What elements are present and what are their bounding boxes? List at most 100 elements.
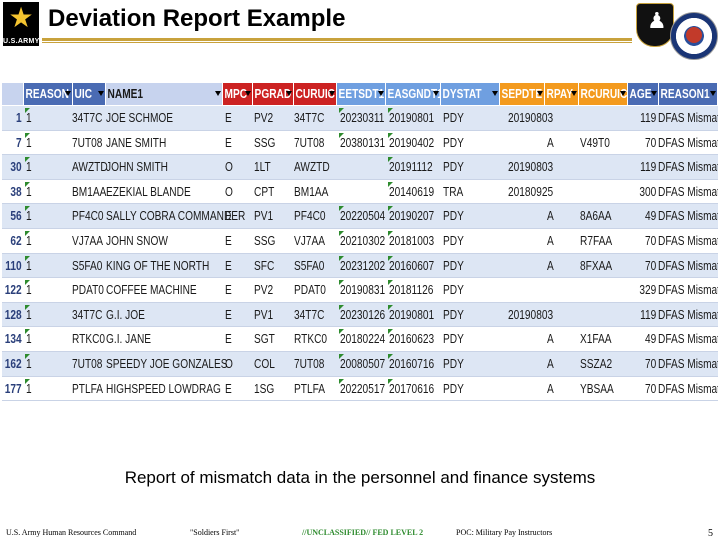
table-cell-name[interactable]: G.I. JANE: [106, 331, 152, 347]
table-cell-age[interactable]: 329: [639, 282, 656, 298]
table-cell-rownum[interactable]: 122: [5, 282, 22, 298]
table-cell-age[interactable]: 70: [644, 257, 656, 273]
table-cell-rownum[interactable]: 110: [5, 257, 23, 273]
table-cell-mpc[interactable]: O: [225, 183, 233, 199]
table-cell-rpay[interactable]: [547, 180, 577, 204]
table-cell-easgndt[interactable]: 20170616: [389, 380, 435, 396]
table-cell-rpay[interactable]: A: [547, 380, 554, 396]
table-cell-rpay[interactable]: [547, 106, 577, 130]
table-cell-age[interactable]: 70: [644, 356, 656, 371]
table-cell-reason[interactable]: 1: [26, 233, 32, 248]
table-cell-eetsdt[interactable]: 20230311: [340, 110, 385, 125]
table-cell-age[interactable]: 119: [639, 159, 656, 175]
table-cell-age[interactable]: 300: [639, 183, 656, 199]
column-header-reason1[interactable]: REASON1: [659, 83, 718, 105]
table-cell-name[interactable]: JOHN SMITH: [106, 159, 168, 175]
table-cell-pgrad[interactable]: 1LT: [254, 159, 271, 175]
table-cell-eetsdt[interactable]: 20190831: [340, 282, 386, 298]
table-cell-rownum[interactable]: 177: [5, 380, 22, 396]
table-row[interactable]: 7 1 7UT08 JANE SMITH E SSG 7UT08 20380131 201904…: [2, 130, 718, 156]
table-cell-uic[interactable]: 34T7C: [72, 306, 103, 322]
filter-dropdown-icon[interactable]: [98, 91, 104, 96]
table-cell-mpc[interactable]: E: [225, 233, 232, 248]
column-header-pgrad[interactable]: PGRAD: [253, 83, 294, 105]
table-cell-rcuruic[interactable]: R7FAA: [580, 233, 613, 248]
table-cell-easgndt[interactable]: 20190207: [389, 208, 435, 224]
table-cell-easgndt[interactable]: 20160623: [389, 331, 435, 347]
table-row[interactable]: 62 1 VJ7AA JOHN SNOW E SSG VJ7AA 20210302 201810…: [2, 229, 718, 254]
table-cell-rownum[interactable]: 56: [10, 208, 22, 224]
table-cell-curuic[interactable]: BM1AA: [294, 183, 329, 199]
table-cell-pgrad[interactable]: CPT: [254, 183, 275, 199]
table-cell-reason1[interactable]: DFAS Mismatch: [658, 159, 718, 175]
table-cell-uic[interactable]: RTKC0: [72, 331, 106, 347]
table-cell-mpc[interactable]: E: [225, 306, 232, 322]
table-cell-pgrad[interactable]: PV1: [254, 306, 274, 322]
table-cell-curuic[interactable]: PTLFA: [294, 380, 326, 396]
table-cell-rcuruic[interactable]: 8A6AA: [580, 208, 612, 224]
table-cell-rpay[interactable]: [547, 278, 577, 302]
table-cell-rcuruic[interactable]: [580, 180, 628, 204]
table-cell-rcuruic[interactable]: SSZA2: [580, 356, 613, 371]
table-cell-uic[interactable]: PF4C0: [72, 208, 104, 224]
table-cell-age[interactable]: 49: [644, 331, 656, 347]
table-cell-sepdte[interactable]: [508, 254, 545, 278]
column-header-reason[interactable]: REASON: [24, 83, 73, 105]
table-cell-easgndt[interactable]: 20190801: [389, 110, 435, 125]
table-cell-sepdte[interactable]: [508, 327, 545, 351]
table-cell-age[interactable]: 119: [639, 306, 656, 322]
column-header-dystat[interactable]: DYSTAT: [441, 83, 500, 105]
table-cell-mpc[interactable]: E: [225, 257, 232, 273]
table-cell-dystat[interactable]: PDY: [443, 306, 464, 322]
filter-dropdown-icon[interactable]: [537, 91, 543, 96]
filter-dropdown-icon[interactable]: [286, 91, 292, 96]
table-cell-pgrad[interactable]: PV2: [254, 110, 274, 125]
table-cell-curuic[interactable]: 34T7C: [294, 306, 325, 322]
table-cell-reason1[interactable]: DFAS Mismatch: [658, 134, 718, 150]
table-cell-easgndt[interactable]: 20160607: [389, 257, 435, 273]
table-cell-reason1[interactable]: DFAS Mismatch: [658, 208, 718, 224]
table-cell-dystat[interactable]: PDY: [443, 282, 464, 298]
table-cell-uic[interactable]: 7UT08: [72, 356, 103, 371]
table-row[interactable]: 122 1 PDAT0 COFFEE MACHINE E PV2 PDAT0 20190831…: [2, 278, 718, 303]
table-cell-reason1[interactable]: DFAS Mismatch: [658, 233, 718, 248]
column-header-rownum[interactable]: [2, 83, 24, 105]
table-cell-dystat[interactable]: PDY: [443, 257, 464, 273]
table-cell-age[interactable]: 70: [644, 233, 656, 248]
table-cell-reason1[interactable]: DFAS Mismatch: [658, 380, 718, 396]
table-cell-rcuruic[interactable]: [580, 303, 628, 327]
table-cell-eetsdt[interactable]: 20220504: [340, 208, 386, 224]
table-cell-sepdte[interactable]: [508, 204, 545, 228]
filter-dropdown-icon[interactable]: [651, 91, 657, 96]
table-cell-dystat[interactable]: PDY: [443, 134, 464, 150]
table-cell-easgndt[interactable]: 20160716: [389, 356, 435, 371]
column-header-mpc[interactable]: MPC: [223, 83, 253, 105]
table-cell-sepdte[interactable]: [508, 278, 545, 302]
table-cell-rownum[interactable]: 30: [10, 159, 22, 175]
table-cell-rownum[interactable]: 7: [16, 134, 22, 150]
table-cell-easgndt[interactable]: 20191112: [389, 159, 433, 175]
table-cell-sepdte[interactable]: 20190803: [508, 306, 554, 322]
table-cell-sepdte[interactable]: [508, 377, 545, 401]
table-cell-pgrad[interactable]: SSG: [254, 233, 276, 248]
table-cell-dystat[interactable]: PDY: [443, 331, 464, 347]
table-cell-name[interactable]: EZEKIAL BLANDE: [106, 183, 191, 199]
table-cell-easgndt[interactable]: 20181126: [389, 282, 434, 298]
filter-dropdown-icon[interactable]: [215, 91, 221, 96]
filter-dropdown-icon[interactable]: [492, 91, 498, 96]
table-cell-eetsdt[interactable]: 20220517: [340, 380, 386, 396]
column-header-curuic[interactable]: CURUIC: [294, 83, 337, 105]
table-cell-dystat[interactable]: PDY: [443, 159, 464, 175]
table-cell-rownum[interactable]: 128: [5, 306, 22, 322]
table-cell-curuic[interactable]: VJ7AA: [294, 233, 326, 248]
table-cell-mpc[interactable]: E: [225, 380, 232, 396]
table-cell-easgndt[interactable]: 20190801: [389, 306, 435, 322]
table-cell-rpay[interactable]: A: [547, 233, 554, 248]
filter-dropdown-icon[interactable]: [65, 91, 71, 96]
table-cell-eetsdt[interactable]: 20080507: [340, 356, 386, 371]
filter-dropdown-icon[interactable]: [433, 91, 439, 96]
table-cell-rownum[interactable]: 162: [5, 356, 22, 371]
table-cell-rpay[interactable]: [547, 155, 577, 179]
filter-dropdown-icon[interactable]: [710, 91, 716, 96]
table-cell-eetsdt[interactable]: [340, 180, 386, 204]
